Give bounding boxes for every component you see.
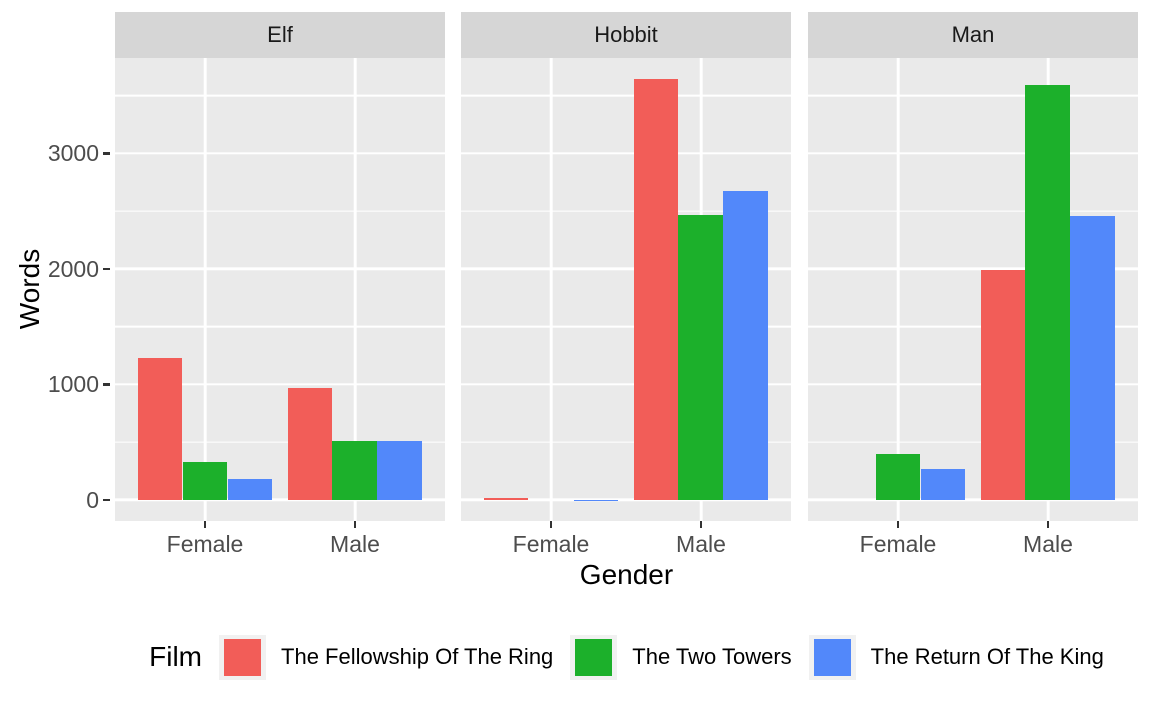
gridline-major-x-female [549, 58, 553, 521]
facet-strip-label: Hobbit [594, 22, 658, 47]
legend-key [570, 634, 618, 680]
gridline-major-y-1000 [461, 383, 791, 386]
x-tick-label-male: Male [330, 531, 380, 557]
facet-strip-label: Elf [267, 22, 293, 47]
bar-elf-male-the-two-towers [332, 440, 378, 500]
legend-label: The Two Towers [632, 644, 792, 669]
gridline-major-y-3000 [461, 152, 791, 155]
facet-elf: Elf [115, 12, 445, 521]
legend-label: The Fellowship Of The Ring [281, 644, 554, 669]
legend-color-swatch [813, 638, 851, 676]
facet-man: Man [808, 12, 1138, 521]
gridline-minor-y-1500 [115, 326, 445, 328]
bar-hobbit-male-the-return-of-the-king [723, 191, 769, 500]
bar-hobbit-male-the-two-towers [678, 215, 724, 500]
bar-elf-female-the-return-of-the-king [227, 478, 273, 500]
gridline-major-y-2000 [115, 267, 445, 271]
gridline-major-y-3000 [115, 152, 445, 155]
y-tick-mark [103, 383, 110, 386]
y-tick-mark [103, 267, 110, 271]
gridline-minor-y-3500 [115, 95, 445, 97]
bar-man-male-the-fellowship-of-the-ring [980, 269, 1026, 500]
y-tick-label: 0 [86, 486, 99, 513]
facet-strip-label: Man [951, 22, 995, 47]
x-tick-mark [203, 521, 207, 528]
gridline-major-y-2000 [461, 267, 791, 271]
facet-panel-hobbit [461, 58, 791, 521]
gridline-minor-y-2500 [808, 210, 1138, 212]
gridline-major-y-3000 [808, 152, 1138, 155]
x-tick-mark [1046, 521, 1050, 528]
bar-elf-female-the-fellowship-of-the-ring [137, 358, 183, 500]
legend-title: Film [149, 641, 203, 672]
gridline-major-x-male [353, 58, 357, 521]
bar-hobbit-male-the-fellowship-of-the-ring [633, 79, 679, 500]
gridline-minor-y-3500 [461, 95, 791, 97]
legend-item-the-two-towers: The Two Towers [570, 634, 792, 680]
y-tick-label: 1000 [47, 371, 99, 398]
gridline-minor-y-500 [808, 441, 1138, 443]
x-tick-label-female: Female [166, 531, 244, 557]
legend-key [808, 634, 856, 680]
x-tick-mark [699, 521, 703, 528]
gridline-major-y-2000 [808, 267, 1138, 271]
gridline-minor-y-500 [461, 441, 791, 443]
legend-item-the-return-of-the-king: The Return Of The King [808, 634, 1104, 680]
x-tick-label-male: Male [1023, 531, 1073, 557]
gridline-minor-y-1500 [461, 326, 791, 328]
facet-hobbit: Hobbit [461, 12, 791, 521]
gridline-major-y-0 [115, 498, 445, 502]
bar-elf-male-the-return-of-the-king [377, 441, 423, 500]
x-tick-mark [549, 521, 553, 528]
legend-label: The Return Of The King [870, 644, 1104, 669]
bar-man-male-the-return-of-the-king [1070, 215, 1116, 500]
x-tick-mark [353, 521, 357, 528]
x-tick-mark [896, 521, 900, 528]
legend-color-swatch [575, 638, 613, 676]
bar-man-female-the-two-towers [875, 453, 921, 500]
y-tick-label: 2000 [47, 255, 99, 282]
gridline-major-y-0 [808, 498, 1138, 502]
gridline-minor-y-3500 [808, 95, 1138, 97]
bar-man-female-the-return-of-the-king [920, 469, 966, 500]
facet-strip-man: Man [808, 12, 1138, 58]
gridline-minor-y-2500 [461, 210, 791, 212]
bar-elf-female-the-two-towers [182, 461, 228, 500]
x-axis-title: Gender [579, 559, 674, 590]
facet-strip-hobbit: Hobbit [461, 12, 791, 58]
legend-key [219, 634, 267, 680]
gridline-major-y-1000 [808, 383, 1138, 386]
legend-color-swatch [224, 638, 262, 676]
x-tick-label-female: Female [512, 531, 590, 557]
gridline-minor-y-500 [115, 441, 445, 443]
x-tick-label-male: Male [676, 531, 726, 557]
x-tick-label-female: Female [859, 531, 937, 557]
gridline-major-y-0 [461, 498, 791, 502]
gridline-minor-y-1500 [808, 326, 1138, 328]
gridline-major-x-female [203, 58, 207, 521]
facet-strip-elf: Elf [115, 12, 445, 58]
legend-item-the-fellowship-of-the-ring: The Fellowship Of The Ring [219, 634, 554, 680]
bar-elf-male-the-fellowship-of-the-ring [287, 387, 333, 500]
y-tick-mark [103, 498, 110, 502]
gridline-minor-y-2500 [115, 210, 445, 212]
facet-panel-elf [115, 58, 445, 521]
legend: Film The Fellowship Of The Ring The Two T… [115, 628, 1138, 686]
facet-panel-man [808, 58, 1138, 521]
gridline-major-y-1000 [115, 383, 445, 386]
gridline-major-x-female [896, 58, 900, 521]
bar-man-male-the-two-towers [1025, 85, 1071, 500]
bar-hobbit-female-the-fellowship-of-the-ring [483, 498, 529, 500]
y-tick-label: 3000 [47, 140, 99, 167]
y-tick-mark [103, 152, 110, 155]
